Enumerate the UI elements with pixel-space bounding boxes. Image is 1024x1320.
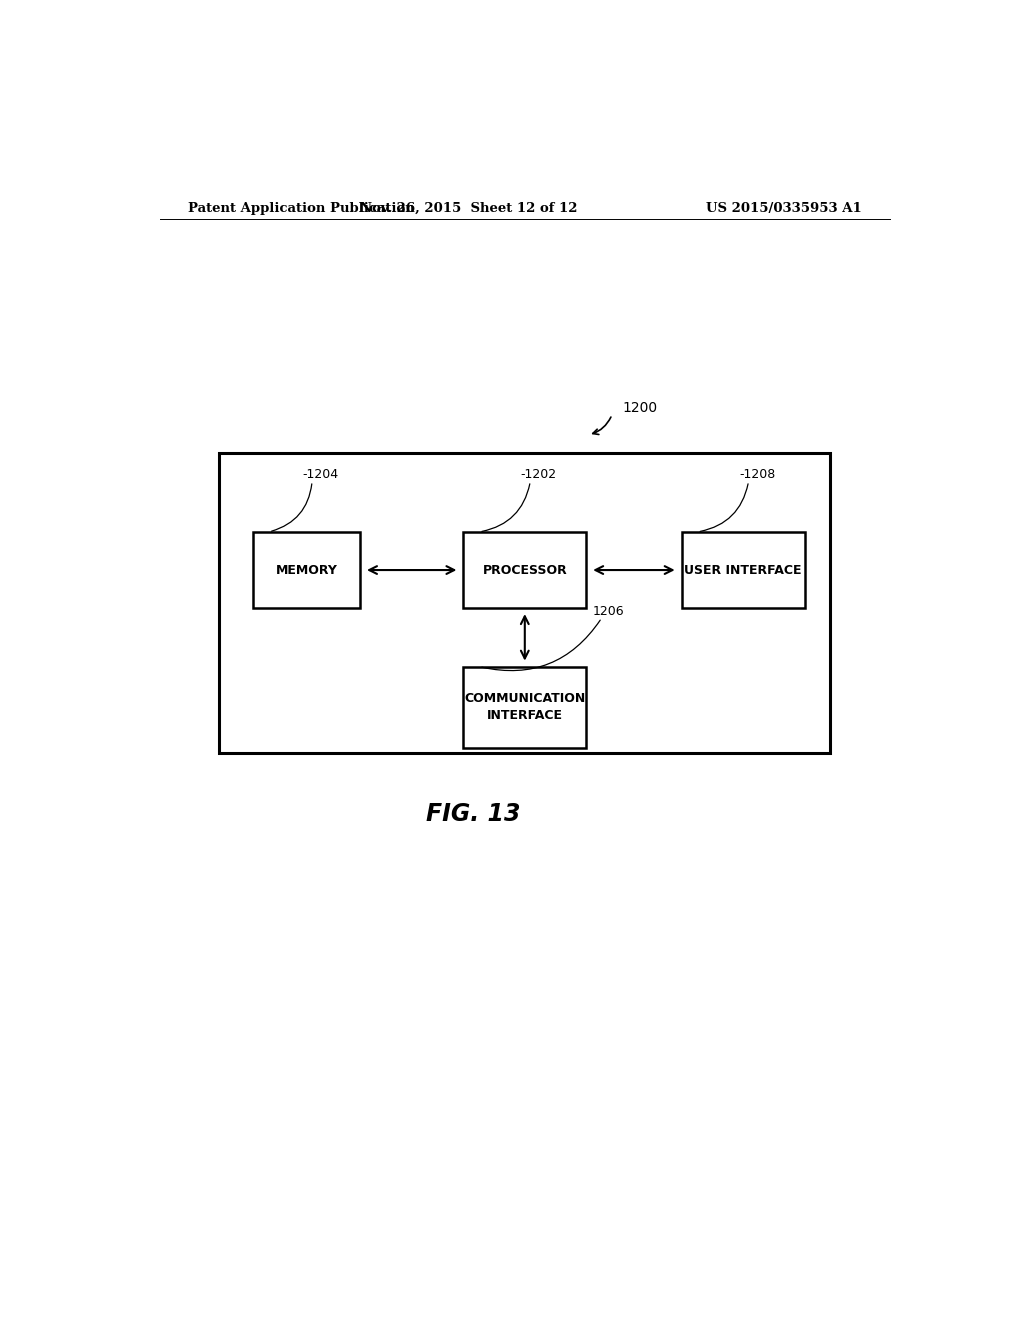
Text: COMMUNICATION
INTERFACE: COMMUNICATION INTERFACE (464, 692, 586, 722)
Bar (463, 532, 587, 609)
Text: MEMORY: MEMORY (275, 564, 338, 577)
Text: PROCESSOR: PROCESSOR (482, 564, 567, 577)
Bar (253, 532, 360, 609)
Text: Nov. 26, 2015  Sheet 12 of 12: Nov. 26, 2015 Sheet 12 of 12 (360, 202, 578, 215)
Text: FIG. 13: FIG. 13 (426, 803, 520, 826)
Text: USER INTERFACE: USER INTERFACE (684, 564, 802, 577)
Text: 1206: 1206 (592, 605, 624, 618)
Text: -1202: -1202 (521, 469, 557, 480)
Text: -1208: -1208 (739, 469, 775, 480)
Text: -1204: -1204 (303, 469, 339, 480)
Text: US 2015/0335953 A1: US 2015/0335953 A1 (707, 202, 862, 215)
Bar (682, 532, 805, 609)
Bar (219, 453, 830, 752)
Bar (463, 667, 587, 748)
Text: Patent Application Publication: Patent Application Publication (187, 202, 415, 215)
Text: 1200: 1200 (623, 400, 657, 414)
